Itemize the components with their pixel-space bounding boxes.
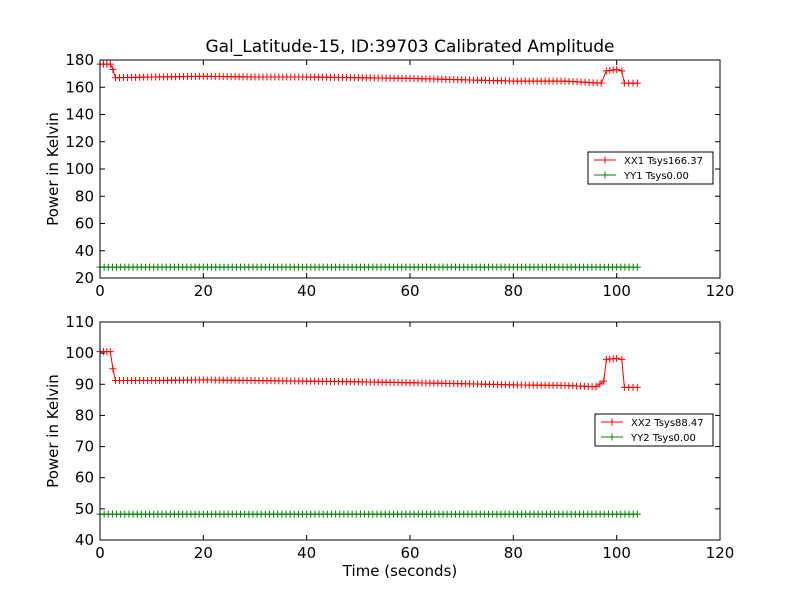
- y-tick-label: 20: [75, 269, 94, 287]
- legend-box: [587, 151, 714, 185]
- x-tick-label: 0: [95, 544, 105, 562]
- series-2-2: [96, 510, 641, 518]
- y-tick-label: 160: [65, 78, 94, 96]
- legend-label: YY2 Tsys0.00: [630, 433, 696, 444]
- x-tick-label: 80: [504, 544, 523, 562]
- legend-label: YY1 Tsys0.00: [623, 171, 689, 182]
- y-tick-label: 40: [75, 531, 94, 549]
- y-tick-label: 100: [65, 160, 94, 178]
- data-point: [600, 377, 608, 385]
- x-tick-label: 20: [194, 282, 213, 300]
- data-point: [109, 66, 117, 74]
- x-tick-label: 100: [602, 544, 631, 562]
- legend-marker: [608, 433, 616, 441]
- y-tick-label: 180: [65, 51, 94, 69]
- y-tick-label: 40: [75, 242, 94, 260]
- y-tick-label: 140: [65, 106, 94, 124]
- x-tick-label: 100: [602, 282, 631, 300]
- x-tick-label: 80: [504, 282, 523, 300]
- data-point: [613, 66, 621, 74]
- legend-label: XX2 Tsys88.47: [631, 418, 704, 429]
- chart-title: Gal_Latitude-15, ID:39703 Calibrated Amp…: [205, 37, 614, 57]
- x-tick-label: 20: [194, 544, 213, 562]
- y-tick-label: 100: [65, 344, 94, 362]
- data-point: [592, 383, 600, 391]
- data-point: [633, 79, 641, 87]
- data-point: [109, 365, 117, 373]
- data-point: [618, 67, 626, 75]
- data-point: [596, 380, 604, 388]
- y-axis-label: Power in Kelvin: [44, 374, 62, 488]
- legend-label: XX1 Tsys166.37: [624, 156, 703, 167]
- x-tick-label: 60: [400, 282, 419, 300]
- data-point: [613, 354, 621, 362]
- y-tick-label: 80: [75, 406, 94, 424]
- data-point: [633, 383, 641, 391]
- y-tick-label: 110: [65, 313, 94, 331]
- data-point: [597, 79, 605, 87]
- data-point: [618, 355, 626, 363]
- y-tick-label: 60: [75, 215, 94, 233]
- y-tick-label: 50: [75, 500, 94, 518]
- y-tick-label: 70: [75, 438, 94, 456]
- legend-marker: [608, 418, 616, 426]
- data-point: [633, 510, 641, 518]
- series-1-1: [96, 60, 641, 87]
- bottom-subplot: 0 20 40 60 80 100 120 40 50 60 70 80 90 100 110 Power i…: [44, 313, 734, 580]
- y-tick-label: 120: [65, 133, 94, 151]
- legend: XX2 Tsys88.47 YY2 Tsys0.00: [594, 413, 714, 447]
- x-tick-label: 40: [297, 282, 316, 300]
- x-tick-label: 40: [297, 544, 316, 562]
- data-point: [106, 60, 114, 68]
- x-axis-label: Time (seconds): [342, 562, 458, 580]
- x-tick-label: 120: [706, 282, 735, 300]
- series-2-1: [96, 348, 641, 391]
- y-tick-label: 80: [75, 187, 94, 205]
- x-tick-label: 0: [95, 282, 105, 300]
- x-tick-label: 120: [706, 544, 735, 562]
- legend-marker: [601, 156, 609, 164]
- legend-box: [594, 413, 714, 447]
- legend: XX1 Tsys166.37 YY1 Tsys0.00: [587, 151, 714, 185]
- series-1-2: [96, 263, 641, 271]
- x-tick-label: 60: [400, 544, 419, 562]
- y-tick-label: 60: [75, 469, 94, 487]
- data-point: [106, 348, 114, 356]
- legend-marker: [601, 171, 609, 179]
- y-tick-label: 90: [75, 375, 94, 393]
- data-point: [633, 263, 641, 271]
- y-axis-label: Power in Kelvin: [44, 112, 62, 226]
- top-subplot: 0 20 40 60 80 100 12020406080100120140160180Po…: [44, 51, 734, 300]
